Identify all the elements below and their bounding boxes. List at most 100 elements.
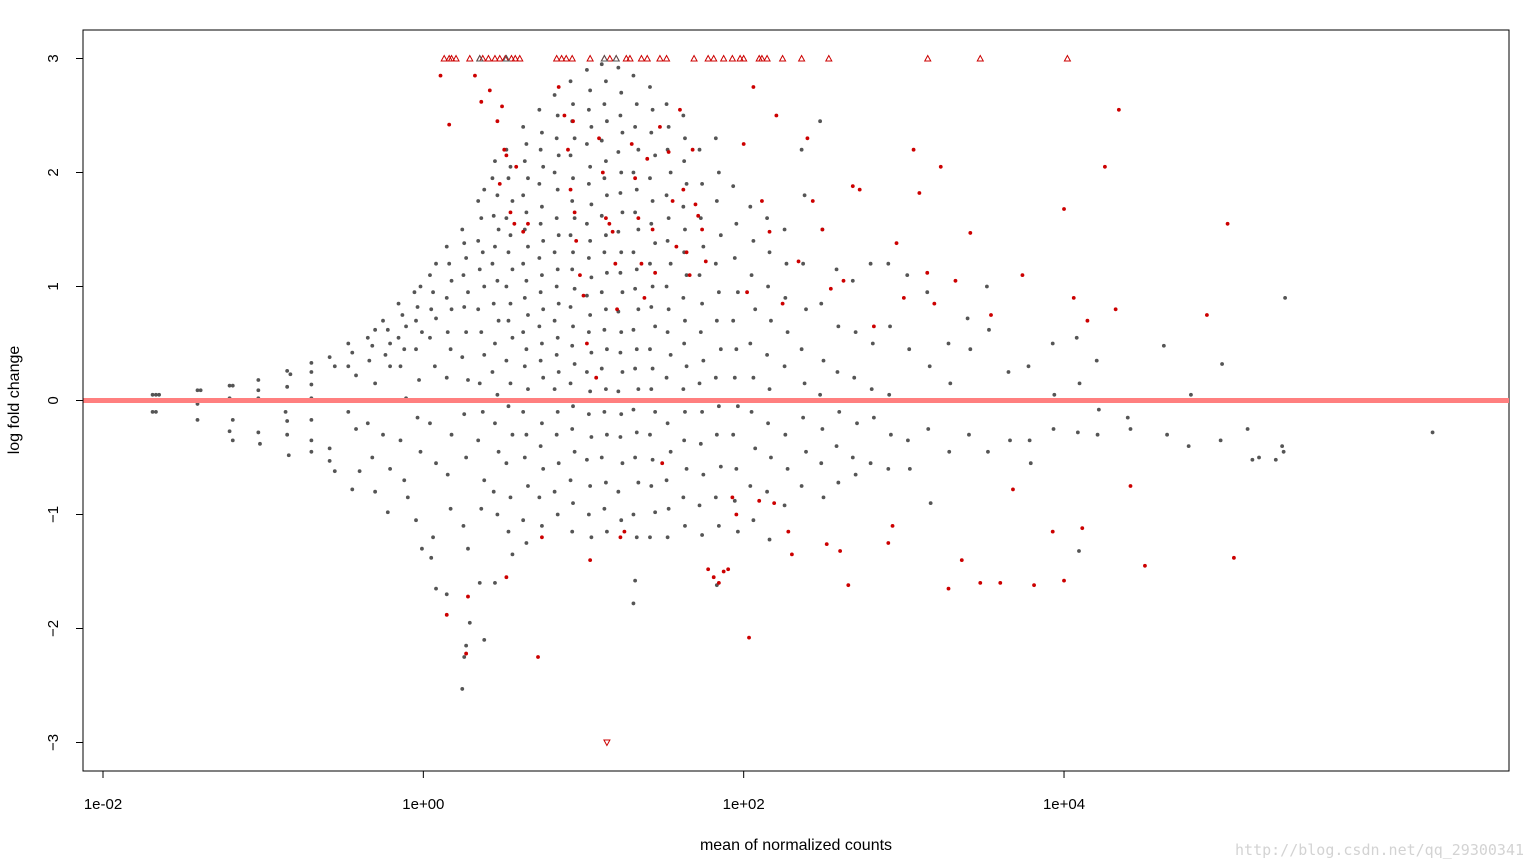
data-point xyxy=(346,410,351,414)
data-point xyxy=(620,461,625,466)
data-point xyxy=(504,461,509,466)
data-point xyxy=(905,273,910,277)
data-point xyxy=(417,378,421,382)
data-point xyxy=(906,438,910,443)
data-point xyxy=(154,392,158,397)
data-point xyxy=(448,506,453,511)
data-point-triangle xyxy=(824,54,833,62)
data-point xyxy=(227,429,232,434)
data-point xyxy=(716,404,721,409)
x-tick-label: 1e+02 xyxy=(723,796,765,813)
data-point xyxy=(555,113,560,118)
data-point xyxy=(1205,313,1209,317)
data-point-triangle xyxy=(600,54,609,62)
data-point xyxy=(588,389,593,394)
data-point xyxy=(556,85,561,89)
data-point xyxy=(748,341,753,346)
data-point xyxy=(431,290,435,295)
data-point xyxy=(568,79,573,84)
data-point xyxy=(610,229,615,234)
data-point xyxy=(713,375,718,380)
data-point xyxy=(619,90,624,95)
data-point xyxy=(496,449,501,454)
data-point xyxy=(1071,296,1076,300)
data-point xyxy=(681,204,686,209)
data-point xyxy=(730,495,735,500)
data-point xyxy=(801,261,806,266)
data-point xyxy=(1095,432,1100,437)
data-point xyxy=(636,227,641,232)
data-point xyxy=(785,330,790,334)
data-point xyxy=(571,102,575,106)
data-point xyxy=(653,410,658,414)
data-point xyxy=(428,335,432,340)
data-point xyxy=(604,387,608,391)
data-point xyxy=(480,410,485,414)
data-point xyxy=(684,182,689,186)
data-point xyxy=(555,267,560,272)
data-point xyxy=(967,432,971,437)
data-point xyxy=(620,370,625,374)
data-point xyxy=(1280,444,1285,448)
data-point xyxy=(714,432,719,437)
data-point xyxy=(698,330,703,334)
data-point xyxy=(526,387,530,391)
data-point xyxy=(732,256,737,260)
data-point xyxy=(357,469,362,474)
data-point xyxy=(666,307,671,312)
data-point xyxy=(650,284,655,289)
data-point xyxy=(540,421,544,426)
data-point xyxy=(1094,358,1099,363)
data-point xyxy=(1245,427,1250,431)
data-point xyxy=(526,484,530,488)
data-point xyxy=(373,381,378,386)
data-point xyxy=(493,244,497,249)
data-point xyxy=(857,187,862,192)
data-point-triangle xyxy=(502,54,511,62)
data-point xyxy=(726,567,731,572)
data-point xyxy=(466,290,470,295)
data-point xyxy=(541,375,546,380)
data-point xyxy=(648,432,652,437)
data-point xyxy=(589,275,594,280)
data-point xyxy=(157,392,161,397)
data-point xyxy=(1250,457,1255,462)
data-point xyxy=(464,330,469,334)
data-point xyxy=(666,216,671,221)
data-point xyxy=(599,138,604,143)
data-point xyxy=(585,457,589,462)
data-point xyxy=(540,535,544,540)
data-point xyxy=(810,199,815,203)
data-point xyxy=(716,581,721,585)
data-point xyxy=(508,495,513,500)
data-point xyxy=(599,213,604,218)
data-point xyxy=(959,558,964,562)
data-point xyxy=(683,227,687,232)
data-point xyxy=(571,176,575,181)
data-point xyxy=(701,472,706,477)
data-point xyxy=(554,432,559,437)
data-point-triangle xyxy=(728,54,737,62)
data-point xyxy=(526,313,530,317)
data-point xyxy=(666,506,671,511)
data-point xyxy=(698,216,703,221)
data-point xyxy=(552,170,557,175)
data-point xyxy=(683,524,687,528)
data-point xyxy=(415,415,420,420)
data-point xyxy=(448,347,453,352)
data-point xyxy=(504,153,509,158)
y-tick-label: 1 xyxy=(45,282,62,290)
data-point xyxy=(574,239,579,243)
data-point-triangle xyxy=(739,54,748,62)
data-point xyxy=(650,457,655,462)
data-point-triangle xyxy=(562,54,571,62)
data-point xyxy=(1026,364,1031,369)
data-point xyxy=(373,327,378,332)
data-point xyxy=(568,233,573,238)
data-point xyxy=(568,381,573,386)
data-point xyxy=(309,438,314,443)
data-point xyxy=(700,301,704,306)
data-point xyxy=(496,227,501,232)
data-point xyxy=(870,341,875,346)
